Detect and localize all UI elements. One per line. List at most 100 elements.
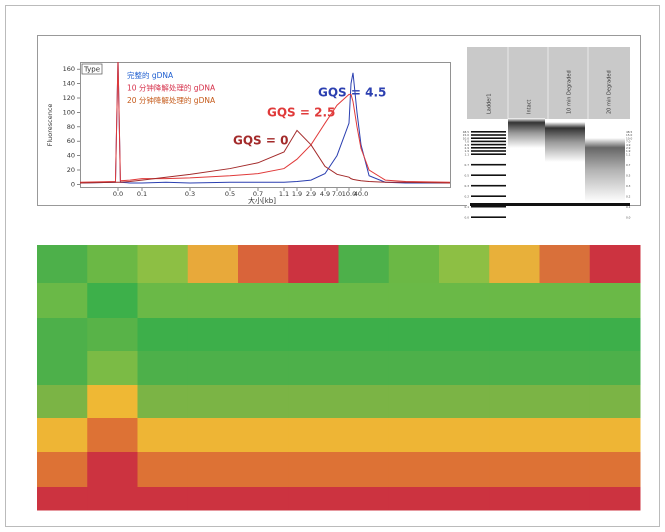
legend-entry: 10 分钟降解处理的 gDNA (127, 83, 216, 93)
heatmap-cell (489, 245, 540, 284)
heatmap-cell (389, 418, 440, 453)
y-axis-label: Fluorescence (46, 104, 54, 147)
heatmap-cell (87, 487, 138, 511)
heatmap-cell (339, 283, 390, 319)
heatmap-cell (87, 351, 138, 386)
heatmap-cell (590, 452, 641, 488)
heatmap-cell (87, 318, 138, 352)
heatmap-cell (489, 283, 540, 319)
ladder-band (471, 185, 506, 187)
lane-label: Ladder1 (487, 93, 493, 114)
heatmap-cell (540, 318, 591, 352)
x-tick-label: 0.0 (113, 190, 123, 198)
gel-band-10min (545, 122, 585, 162)
y-tick-label: 40 (67, 152, 75, 160)
heatmap-cell (590, 283, 641, 319)
heatmap-cell (389, 385, 440, 419)
ladder-band (471, 174, 506, 176)
heatmap-cell (238, 283, 289, 319)
ladder-label: 0.3 (465, 184, 470, 188)
ladder-label: 0.7 (465, 163, 470, 167)
heatmap-cell (389, 318, 440, 352)
ladder-band (471, 131, 506, 133)
heatmap-cell (37, 318, 88, 352)
plot-area (81, 63, 451, 188)
heatmap-cell (188, 385, 239, 419)
heatmap-cell (188, 283, 239, 319)
heatmap-cell (389, 487, 440, 511)
heatmap-cell (238, 318, 289, 352)
gel-image: Ladder1Intact10 min Degraded20 min Degra… (463, 47, 633, 219)
heatmap-cell (238, 452, 289, 488)
y-tick-label: 80 (67, 123, 75, 131)
heatmap-cell (590, 351, 641, 386)
ladder-label: 0.0 (465, 215, 470, 219)
gel-band-20min (585, 138, 625, 202)
heatmap-cell (238, 351, 289, 386)
ladder-label: 0.1 (626, 205, 631, 209)
y-tick-label: 20 (67, 166, 75, 174)
x-tick-label: 4.9 (320, 190, 330, 198)
ladder-band (471, 216, 506, 218)
ladder-label: 0.5 (626, 173, 631, 177)
y-tick-label: 140 (63, 80, 75, 88)
ladder-band (471, 137, 506, 139)
x-tick-label: 0.5 (225, 190, 235, 198)
heatmap-cell (238, 487, 289, 511)
heatmap-cell (87, 418, 138, 453)
x-tick-label: 1.1 (279, 190, 289, 198)
lane-label: 10 min Degraded (567, 70, 573, 114)
heatmap-cell (188, 487, 239, 511)
ladder-label: 1.1 (465, 152, 470, 156)
heatmap-cell (339, 487, 390, 511)
ladder-band (471, 144, 506, 146)
page: Type Fluorescence 大小[kb] Ladder1Intact10… (0, 0, 665, 532)
ladder-label: 0.2 (626, 194, 631, 198)
heatmap-cell (37, 418, 88, 453)
heatmap-cell (288, 418, 339, 453)
x-tick-label: 0.1 (137, 190, 147, 198)
heatmap-cell (288, 351, 339, 386)
ladder-band (471, 134, 506, 136)
lane-label: Intact (527, 100, 533, 114)
heatmap (37, 245, 641, 511)
y-tick-label: 0 (71, 180, 75, 188)
heatmap-cell (439, 418, 490, 453)
screen: Type Fluorescence 大小[kb] Ladder1Intact10… (0, 0, 665, 532)
heatmap-cell (288, 385, 339, 419)
heatmap-cell (590, 318, 641, 352)
ladder-label: 0.2 (465, 194, 470, 198)
ladder-band (471, 147, 506, 149)
ladder-band (471, 195, 506, 197)
heatmap-cell (540, 351, 591, 386)
heatmap-cell (439, 487, 490, 511)
heatmap-cell (439, 318, 490, 352)
heatmap-cell (188, 418, 239, 453)
x-tick-label: 7.0 (332, 190, 342, 198)
legend-entry: 20 分钟降解处理的 gDNA (127, 95, 216, 105)
heatmap-cell (188, 452, 239, 488)
gel-band-intact (508, 118, 545, 148)
heatmap-cell (288, 452, 339, 488)
heatmap-cell (188, 318, 239, 352)
ladder-band (471, 164, 506, 166)
heatmap-cell (288, 283, 339, 319)
heatmap-cell (37, 351, 88, 386)
heatmap-cell (188, 245, 239, 284)
heatmap-cell (188, 351, 239, 386)
heatmap-cell (138, 452, 189, 488)
ladder-label: 0.3 (626, 184, 631, 188)
y-tick-label: 160 (63, 65, 75, 73)
heatmap-cell (389, 452, 440, 488)
heatmap-cell (590, 418, 641, 453)
heatmap-cell (37, 245, 88, 284)
ladder-band (471, 206, 506, 208)
heatmap-cell (238, 245, 289, 284)
legend-title: Type (83, 66, 100, 74)
heatmap-cell (540, 385, 591, 419)
ladder-label: 1.1 (626, 152, 631, 156)
heatmap-cell (439, 385, 490, 419)
heatmap-cell (590, 385, 641, 419)
heatmap-cell (87, 452, 138, 488)
heatmap-cell (489, 385, 540, 419)
